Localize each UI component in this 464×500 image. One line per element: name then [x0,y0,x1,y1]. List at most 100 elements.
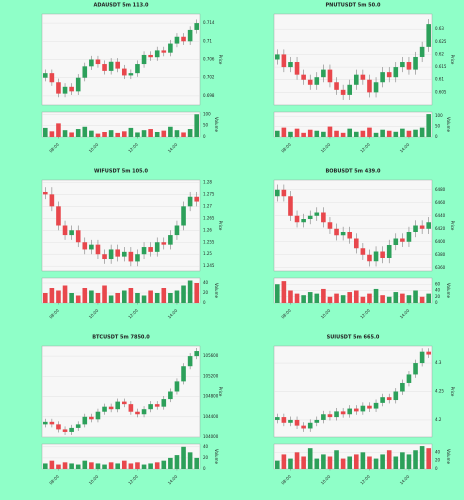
y-tick-label: 6440 [435,213,446,218]
volume-tick-label: 0 [435,466,438,471]
volume-bar [161,460,167,469]
volume-tick-label: 40 [203,444,209,449]
candle-body [380,397,385,403]
volume-axis-label: Volume [446,449,451,464]
volume-bar [413,450,418,469]
candle-body [353,408,359,412]
volume-bar [128,127,134,137]
candle-body [426,351,432,355]
volume-bar [386,130,392,137]
y-tick-label: 1.275 [203,191,215,196]
y-tick-label: 6460 [435,200,446,205]
y-axis-label: Price [450,55,455,65]
candle-body [115,61,121,69]
volume-bar [307,448,313,469]
candle-body [321,414,326,420]
volume-bar [321,454,326,469]
volume-bar [386,296,392,303]
candle-body [102,64,107,71]
candle-body [174,225,180,236]
volume-bar [56,464,61,469]
candle-body [386,245,392,258]
candle-body [95,59,101,65]
candle-body [426,222,432,229]
y-tick-label: 1.27 [203,203,212,208]
volume-bar [194,283,200,303]
candle-body [327,69,333,83]
candle-body [42,421,48,425]
candle-body [393,391,399,401]
volume-bar [42,463,48,469]
volume-bar [373,458,379,469]
volume-panel [41,111,201,138]
candle-body [121,401,127,405]
volume-bar [386,450,392,469]
candle-body [419,351,425,364]
candle-body [194,351,200,357]
candle-body [108,249,114,260]
y-tick-label: 0.625 [435,39,447,44]
candle-body [294,419,300,426]
volume-bar [82,460,88,469]
candle-body [400,382,405,392]
volume-tick-label: 0 [203,466,206,471]
y-tick-label: 0.702 [203,75,215,80]
volume-bar [360,130,366,137]
candle-body [95,411,101,420]
volume-axis-label: Volume [446,117,451,132]
candle-body [413,363,418,375]
candle-body [314,77,320,85]
candle-body [294,62,300,75]
candle-body [82,242,88,250]
volume-bar [174,290,180,303]
volume-bar [400,452,405,469]
volume-panel [273,443,433,470]
candle-body [168,43,173,53]
volume-bar [307,129,313,137]
candle-body [115,401,121,410]
volume-bar [95,133,101,137]
volume-bar [419,127,425,137]
volume-bar [373,288,379,303]
candle-body [307,422,313,429]
volume-bar [367,127,372,137]
volume-bar [115,293,121,303]
volume-bar [367,293,372,303]
candle-body [274,189,280,197]
volume-bar [288,290,293,303]
volume-bar [194,457,200,469]
chart-title: WIFUSDT 5m 105.0 [94,169,149,175]
candle-body [174,36,180,44]
volume-bar [121,290,127,303]
volume-tick-label: 100 [203,111,211,116]
volume-bar [400,128,405,137]
candle-body [301,74,306,80]
candle-body [135,64,140,74]
candle-body [148,404,153,410]
volume-bar [327,456,333,469]
volume-bar [141,464,147,469]
volume-axis-label: Volume [214,117,219,132]
volume-bar [281,127,287,137]
candle-body [386,397,392,401]
candle-body [168,391,173,400]
volume-tick-label: 40 [435,288,441,293]
candle-body [274,54,280,60]
candle-body [393,67,399,78]
candle-body [307,79,313,85]
price-panel [273,13,433,106]
candle-body [135,411,140,415]
candle-body [161,242,167,245]
candle-body [288,419,293,423]
candle-body [194,23,200,30]
volume-tick-label: 20 [435,458,441,463]
price-panel [41,179,201,272]
volume-bar [373,132,379,137]
candle-body [148,247,153,252]
candle-body [62,429,68,432]
y-tick-label: 0.61 [435,77,444,82]
candle-body [301,425,306,429]
y-tick-label: 0.615 [435,64,447,69]
y-tick-label: 1.255 [203,239,215,244]
volume-bar [314,293,320,303]
